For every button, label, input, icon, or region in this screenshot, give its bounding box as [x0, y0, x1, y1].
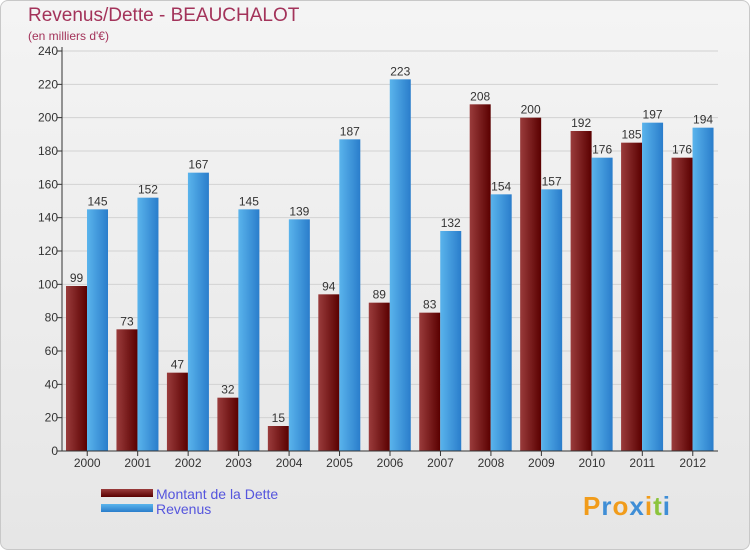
value-label-revenus: 154	[491, 179, 511, 193]
x-tick-label: 2003	[225, 456, 252, 470]
bar-revenus	[87, 209, 108, 451]
logo-letter: i	[662, 491, 671, 521]
bar-revenus	[339, 139, 361, 452]
bar-dette	[267, 426, 289, 451]
y-tick-label: 140	[38, 211, 58, 225]
value-label-dette: 83	[423, 298, 437, 312]
bar-revenus	[440, 231, 462, 451]
bar-dette	[217, 397, 239, 451]
y-tick-label: 80	[45, 311, 59, 325]
y-tick-label: 60	[45, 344, 59, 358]
x-tick-label: 2007	[427, 456, 454, 470]
logo-letter: o	[612, 491, 630, 521]
x-tick-label: 2011	[629, 456, 655, 470]
bar-dette	[671, 157, 693, 451]
bar-dette	[368, 302, 390, 451]
bar-revenus	[490, 194, 512, 452]
axis-layer: 0 20 40 60 80 100 120 140 160 180 200 220 240 2000 200…	[38, 44, 718, 470]
legend-label-revenus: Revenus	[156, 501, 212, 517]
y-tick-label: 160	[38, 177, 58, 191]
bar-revenus	[541, 189, 563, 452]
bar-dette	[116, 329, 138, 451]
chart-subtitle: (en milliers d'€)	[28, 29, 109, 43]
x-tick-label: 2004	[276, 456, 303, 470]
logo-letter: P	[583, 491, 602, 521]
y-tick-label: 120	[38, 244, 58, 258]
value-label-dette: 185	[622, 128, 642, 142]
value-label-dette: 200	[521, 103, 541, 117]
y-tick-label: 240	[38, 44, 58, 58]
y-tick-label: 0	[51, 444, 58, 458]
value-label-revenus: 139	[289, 204, 309, 218]
value-labels-layer: 99 145 73 152 47 167 32 145 15 139 94 187 89 223 83 132…	[70, 64, 714, 425]
chart-title: Revenus/Dette - BEAUCHALOT	[28, 5, 300, 26]
bar-revenus	[187, 172, 209, 451]
y-tick-label: 100	[38, 277, 58, 291]
value-label-dette: 94	[322, 279, 336, 293]
bars-layer	[66, 79, 714, 452]
bar-dette	[520, 117, 542, 452]
x-tick-label: 2009	[528, 456, 555, 470]
value-label-revenus: 152	[138, 183, 158, 197]
y-tick-label: 20	[45, 411, 59, 425]
y-tick-label: 40	[45, 377, 59, 391]
x-tick-label: 2012	[679, 456, 706, 470]
value-label-revenus: 176	[592, 143, 612, 157]
bar-revenus	[591, 157, 613, 451]
value-label-revenus: 157	[542, 174, 562, 188]
value-label-revenus: 194	[693, 113, 713, 127]
x-tick-label: 2001	[124, 456, 151, 470]
logo-letter: r	[601, 491, 613, 521]
x-tick-label: 2008	[478, 456, 505, 470]
value-label-revenus: 187	[340, 124, 360, 138]
value-label-dette: 176	[672, 143, 692, 157]
x-tick-label: 2010	[578, 456, 605, 470]
bar-dette	[166, 372, 188, 451]
bar-dette	[318, 294, 340, 451]
value-label-dette: 15	[272, 411, 286, 425]
bar-dette	[621, 142, 643, 451]
value-label-revenus: 167	[188, 158, 208, 172]
x-tick-label: 2006	[377, 456, 404, 470]
legend-swatch-dette	[101, 489, 153, 497]
legend-swatch-revenus	[101, 504, 153, 512]
value-label-revenus: 197	[643, 108, 663, 122]
proxiti-logo: Proxiti	[583, 491, 671, 522]
x-tick-label: 2000	[74, 456, 101, 470]
x-tick-label: 2002	[175, 456, 202, 470]
legend-label-dette: Montant de la Dette	[156, 486, 279, 502]
value-label-revenus: 145	[87, 194, 107, 208]
bar-revenus	[692, 127, 714, 452]
logo-letter: x	[629, 491, 645, 521]
value-label-revenus: 145	[239, 194, 259, 208]
bar-revenus	[389, 79, 411, 451]
value-label-dette: 208	[470, 89, 490, 103]
bar-revenus	[238, 209, 260, 451]
value-label-dette: 73	[120, 314, 134, 328]
bar-dette	[469, 104, 491, 451]
x-tick-label: 2005	[326, 456, 353, 470]
value-label-dette: 99	[70, 271, 84, 285]
value-label-revenus: 132	[441, 216, 461, 230]
value-label-revenus: 223	[390, 64, 410, 78]
logo-letter: t	[653, 491, 663, 521]
bar-dette	[419, 312, 441, 451]
bar-dette	[570, 131, 592, 451]
value-label-dette: 192	[571, 116, 591, 130]
y-tick-label: 180	[38, 144, 58, 158]
value-label-dette: 47	[171, 358, 185, 372]
bar-revenus	[642, 122, 664, 452]
value-label-dette: 89	[373, 288, 387, 302]
bar-revenus	[137, 197, 159, 451]
y-tick-label: 200	[38, 111, 58, 125]
bar-dette	[66, 286, 87, 451]
bar-revenus	[288, 219, 310, 451]
logo-letter: i	[644, 491, 654, 521]
value-label-dette: 32	[221, 383, 235, 397]
y-tick-label: 220	[38, 77, 58, 91]
